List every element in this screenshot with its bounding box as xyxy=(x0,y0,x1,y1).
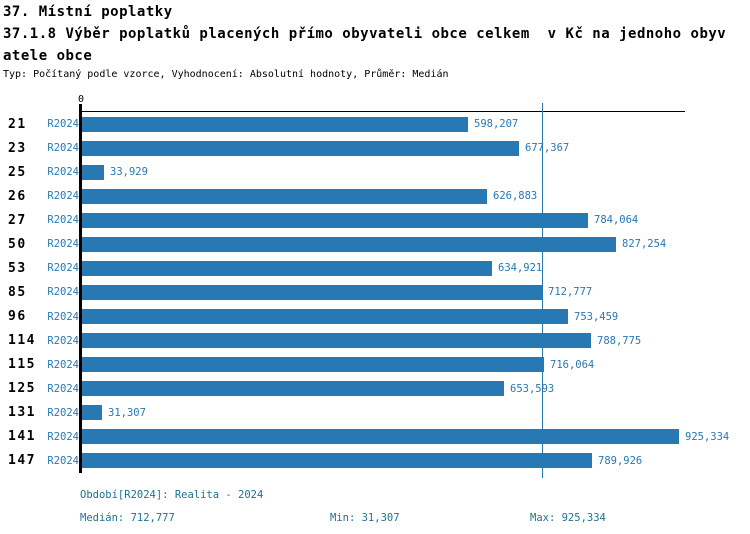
chart-row: 85 R2024 712,777 xyxy=(0,280,750,304)
bar-value-label: 677,367 xyxy=(525,142,570,155)
row-series-label: R2024 xyxy=(47,334,79,347)
row-category-label: 26 xyxy=(8,188,27,204)
chart-row: 27 R2024 784,064 xyxy=(0,208,750,232)
row-category-label: 25 xyxy=(8,164,27,180)
row-series-label: R2024 xyxy=(47,382,79,395)
chart-row: 53 R2024 634,921 xyxy=(0,256,750,280)
chart-row: 147 R2024 789,926 xyxy=(0,449,750,473)
chart-row: 114 R2024 788,775 xyxy=(0,329,750,353)
row-series-label: R2024 xyxy=(47,190,79,203)
row-series-label: R2024 xyxy=(47,166,79,179)
row-series-label: R2024 xyxy=(47,454,79,467)
row-category-label: 114 xyxy=(8,333,36,349)
chart-title-line-2: atele obce xyxy=(3,48,93,64)
bar xyxy=(82,140,519,156)
footer-max-stat: Max: 925,334 xyxy=(530,512,606,524)
bar-value-label: 784,064 xyxy=(594,214,639,227)
chart-row: 131 R2024 31,307 xyxy=(0,401,750,425)
bar xyxy=(82,212,588,228)
row-category-label: 50 xyxy=(8,236,27,252)
chart-row: 125 R2024 653,593 xyxy=(0,377,750,401)
bar xyxy=(82,309,568,325)
chart-row: 96 R2024 753,459 xyxy=(0,305,750,329)
row-category-label: 27 xyxy=(8,212,27,228)
section-title: 37. Místní poplatky xyxy=(3,4,173,20)
bar xyxy=(82,284,542,300)
row-category-label: 147 xyxy=(8,453,36,469)
bar-value-label: 626,883 xyxy=(493,190,538,203)
footer-min-stat: Min: 31,307 xyxy=(330,512,400,524)
row-series-label: R2024 xyxy=(47,286,79,299)
report-header: 37. Místní poplatky 37.1.8 Výběr poplatk… xyxy=(3,1,749,83)
row-category-label: 23 xyxy=(8,140,27,156)
chart-title-line-1: 37.1.8 Výběr poplatků placených přímo ob… xyxy=(3,26,727,42)
x-axis-zero-tick-label: 0 xyxy=(77,94,85,105)
bar xyxy=(82,260,492,276)
row-category-label: 21 xyxy=(8,116,27,132)
row-category-label: 141 xyxy=(8,429,36,445)
row-series-label: R2024 xyxy=(47,142,79,155)
footer-period-legend: Období[R2024]: Realita - 2024 xyxy=(80,489,264,501)
bar xyxy=(82,164,104,180)
bar xyxy=(82,357,544,373)
row-series-label: R2024 xyxy=(47,238,79,251)
chart-row: 21 R2024 598,207 xyxy=(0,112,750,136)
bar-value-label: 33,929 xyxy=(110,166,148,179)
row-category-label: 125 xyxy=(8,381,36,397)
row-series-label: R2024 xyxy=(47,214,79,227)
row-series-label: R2024 xyxy=(47,262,79,275)
chart-meta-info: Typ: Počítaný podle vzorce, Vyhodnocení:… xyxy=(3,69,449,80)
row-series-label: R2024 xyxy=(47,430,79,443)
bar-value-label: 716,064 xyxy=(550,358,595,371)
row-category-label: 96 xyxy=(8,309,27,325)
bar xyxy=(82,236,616,252)
bar xyxy=(82,405,102,421)
row-category-label: 131 xyxy=(8,405,36,421)
x-axis-line xyxy=(79,111,685,112)
row-category-label: 85 xyxy=(8,284,27,300)
row-series-label: R2024 xyxy=(47,358,79,371)
bar-value-label: 598,207 xyxy=(474,118,519,131)
bar-value-label: 789,926 xyxy=(598,454,643,467)
chart-row: 115 R2024 716,064 xyxy=(0,353,750,377)
bar-value-label: 653,593 xyxy=(510,382,555,395)
chart-row: 50 R2024 827,254 xyxy=(0,232,750,256)
row-series-label: R2024 xyxy=(47,118,79,131)
bar xyxy=(82,381,504,397)
median-reference-line xyxy=(542,103,543,478)
bar-value-label: 925,334 xyxy=(685,430,730,443)
row-category-label: 115 xyxy=(8,357,36,373)
bar-value-label: 827,254 xyxy=(622,238,667,251)
chart-row: 23 R2024 677,367 xyxy=(0,136,750,160)
y-axis-line xyxy=(79,104,82,473)
bar xyxy=(82,453,592,469)
bar-value-label: 788,775 xyxy=(597,334,642,347)
bar-value-label: 753,459 xyxy=(574,310,619,323)
chart-row: 26 R2024 626,883 xyxy=(0,184,750,208)
footer-median-stat: Medián: 712,777 xyxy=(80,512,175,524)
bar-value-label: 31,307 xyxy=(108,406,146,419)
row-series-label: R2024 xyxy=(47,310,79,323)
bar xyxy=(82,333,591,349)
bar-value-label: 712,777 xyxy=(548,286,593,299)
row-series-label: R2024 xyxy=(47,406,79,419)
chart-rows: 21 R2024 598,207 23 R2024 677,367 25 R2024 33,92… xyxy=(0,112,750,473)
chart-row: 25 R2024 33,929 xyxy=(0,160,750,184)
row-category-label: 53 xyxy=(8,260,27,276)
bar xyxy=(82,116,468,132)
chart-row: 141 R2024 925,334 xyxy=(0,425,750,449)
bar xyxy=(82,188,487,204)
bar-value-label: 634,921 xyxy=(498,262,543,275)
bar xyxy=(82,429,679,445)
